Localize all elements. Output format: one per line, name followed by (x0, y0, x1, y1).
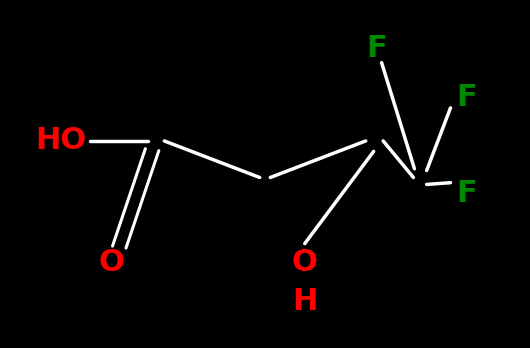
Text: F: F (366, 34, 387, 63)
Text: HO: HO (36, 126, 86, 156)
Text: O: O (292, 248, 317, 277)
Text: H: H (292, 286, 317, 316)
Text: F: F (456, 83, 477, 112)
Text: O: O (99, 248, 124, 277)
Text: F: F (456, 179, 477, 208)
